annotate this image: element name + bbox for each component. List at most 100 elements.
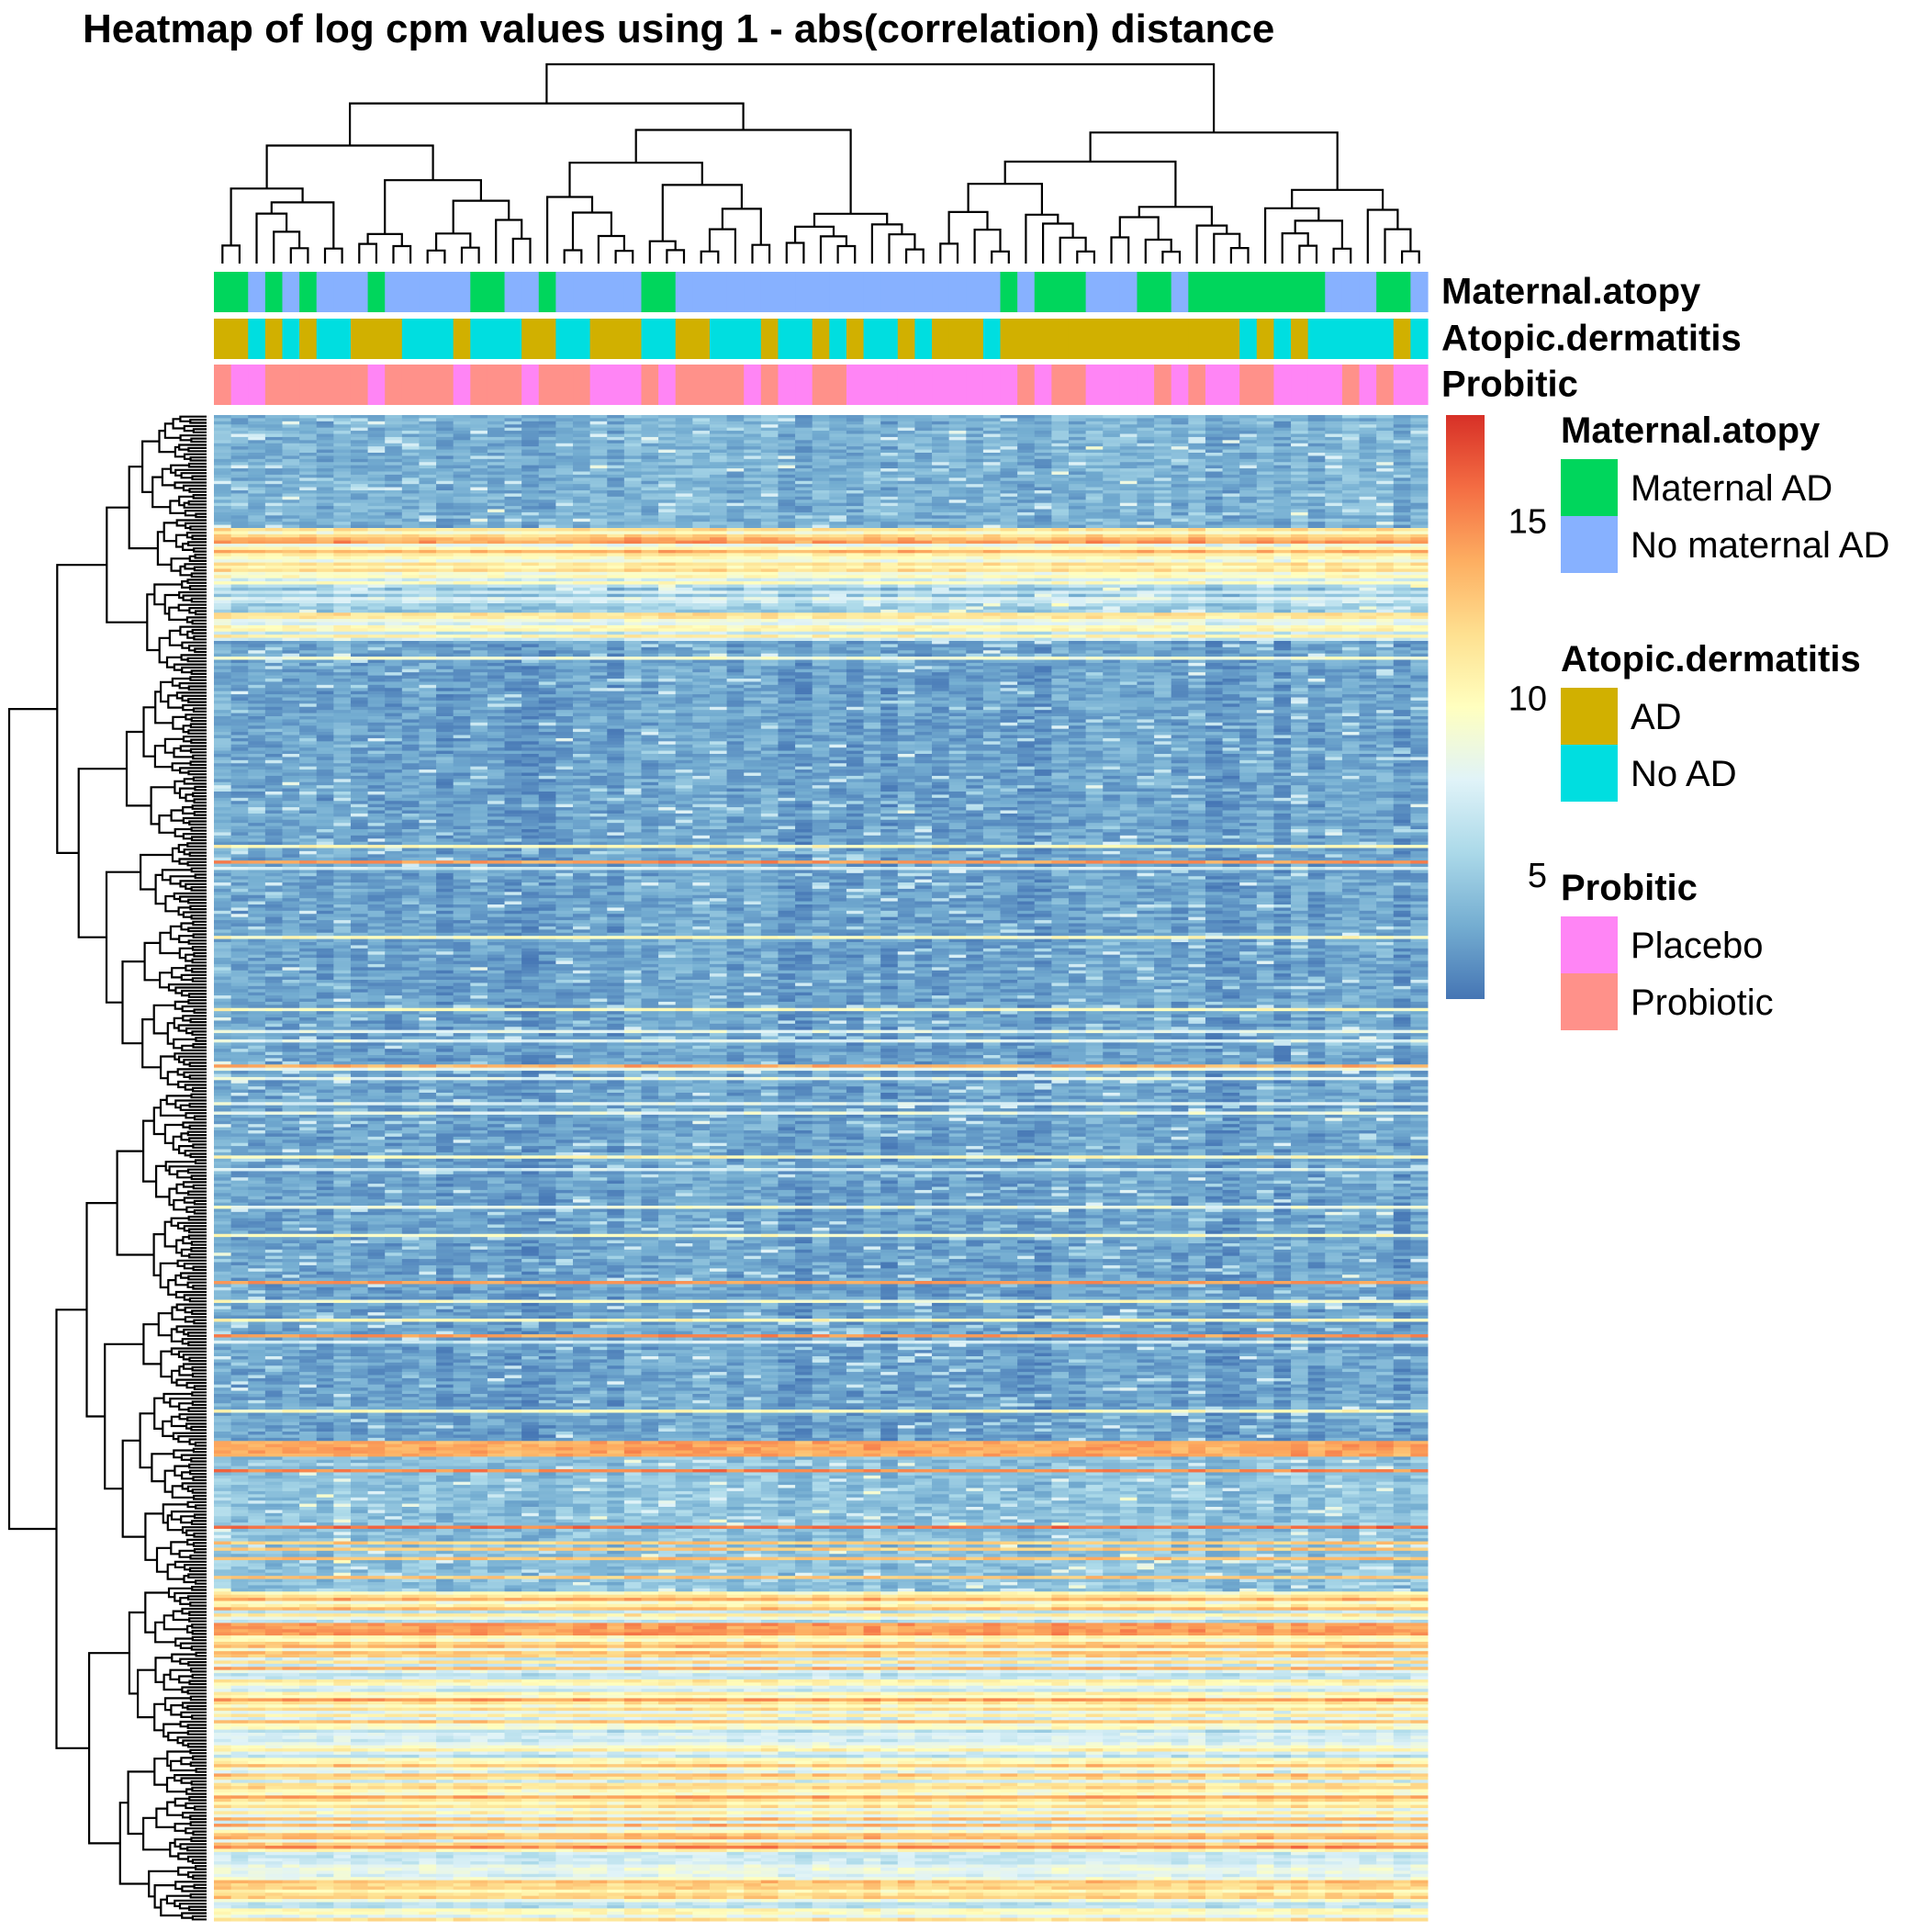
row-dendrogram-branch: [180, 1711, 207, 1718]
row-dendrogram-branch: [157, 1312, 173, 1337]
heatmap-cell: [1119, 427, 1138, 432]
heatmap-cell: [401, 496, 420, 500]
heatmap-cell: [230, 449, 249, 454]
heatmap-cell: [538, 593, 556, 598]
heatmap-cell: [470, 581, 488, 585]
heatmap-cell: [1068, 524, 1087, 529]
row-dendrogram-branch: [190, 1780, 207, 1786]
heatmap-cell: [709, 449, 728, 454]
heatmap-cell: [350, 549, 369, 554]
annotation-cell: [1359, 365, 1377, 405]
heatmap-cell: [1188, 449, 1206, 454]
heatmap-cell: [778, 427, 796, 432]
row-dendrogram-branch: [128, 1611, 146, 1695]
heatmap-cell: [982, 559, 1002, 564]
heatmap-cell: [1017, 480, 1036, 485]
heatmap-cell: [760, 518, 779, 522]
heatmap-cell: [1034, 587, 1052, 591]
heatmap-cell: [1017, 518, 1036, 522]
heatmap-cell: [760, 462, 779, 466]
heatmap-cell: [812, 540, 830, 545]
heatmap-cell: [264, 562, 283, 567]
heatmap-cell: [1239, 553, 1258, 557]
row-dendrogram-branch: [177, 1080, 207, 1089]
heatmap-cell: [914, 427, 933, 432]
heatmap-cell: [1068, 531, 1087, 535]
heatmap-cell: [760, 540, 779, 545]
heatmap-cell: [1222, 528, 1240, 532]
heatmap-cell: [863, 462, 881, 466]
heatmap-cell: [1000, 509, 1018, 513]
heatmap-cell: [914, 443, 933, 447]
heatmap-cell: [316, 436, 334, 441]
heatmap-cell: [299, 522, 318, 526]
heatmap-cell: [760, 593, 779, 598]
heatmap-cell: [453, 449, 471, 454]
heatmap-cell: [299, 540, 318, 545]
heatmap-cell: [282, 474, 300, 478]
heatmap-cell: [1205, 518, 1224, 522]
annotation-cell: [1410, 319, 1429, 359]
heatmap-cell: [897, 534, 915, 538]
heatmap-cell: [1376, 518, 1395, 522]
heatmap-cell: [436, 537, 454, 542]
heatmap-cell: [982, 418, 1002, 422]
heatmap-cell: [829, 433, 847, 438]
row-dendrogram-branch: [184, 1316, 207, 1323]
heatmap-cell: [1103, 587, 1121, 591]
row-dendrogram-branch: [178, 947, 193, 960]
heatmap-cell: [778, 487, 796, 491]
annotation-cell: [1239, 319, 1258, 359]
heatmap-cell: [1034, 453, 1052, 456]
row-dendrogram-branch: [180, 973, 207, 982]
heatmap-cell: [607, 433, 625, 438]
row-dendrogram-branch: [188, 1061, 207, 1068]
heatmap-cell: [1000, 575, 1018, 579]
heatmap-cell: [333, 511, 352, 516]
row-dendrogram-branch: [192, 792, 207, 798]
heatmap-cell: [248, 502, 266, 507]
heatmap-cell: [1376, 484, 1395, 489]
heatmap-cell: [1103, 584, 1121, 589]
heatmap-cell: [607, 518, 625, 522]
heatmap-cell: [589, 431, 608, 434]
heatmap-cell: [316, 531, 334, 535]
heatmap-cell: [1222, 534, 1240, 538]
heatmap-cell: [538, 424, 556, 429]
heatmap-cell: [623, 449, 642, 454]
heatmap-cell: [1291, 522, 1309, 526]
heatmap-cell: [264, 571, 283, 576]
heatmap-cell: [1393, 540, 1411, 545]
heatmap-cell: [692, 571, 711, 576]
heatmap-cell: [778, 522, 796, 526]
heatmap-cell: [504, 480, 522, 485]
annotation-cell: [521, 272, 540, 312]
heatmap-cell: [948, 531, 967, 535]
heatmap-cell: [1171, 465, 1189, 469]
heatmap-cell: [1068, 537, 1087, 542]
annotation-cell: [914, 272, 933, 312]
heatmap-cell: [812, 556, 830, 560]
heatmap-cell: [778, 509, 796, 513]
heatmap-cell: [1068, 587, 1087, 591]
annotation-cell: [744, 272, 762, 312]
heatmap-cell: [385, 556, 403, 560]
heatmap-cell: [419, 487, 437, 491]
annotation-cell: [744, 319, 762, 359]
heatmap-body: [214, 415, 1429, 1922]
heatmap-cell: [932, 493, 950, 498]
heatmap-cell: [1103, 500, 1121, 504]
annotation-cell: [641, 319, 659, 359]
heatmap-cell: [367, 524, 386, 529]
heatmap-cell: [1341, 449, 1361, 454]
row-dendrogram-branch: [188, 1228, 207, 1234]
heatmap-cell: [1325, 468, 1343, 472]
heatmap-cell: [760, 471, 779, 476]
heatmap-cell: [367, 455, 386, 460]
heatmap-cell: [1034, 584, 1052, 589]
annotation-cell: [914, 319, 933, 359]
heatmap-cell: [863, 509, 881, 513]
heatmap-cell: [1341, 518, 1361, 522]
heatmap-cell: [744, 449, 762, 454]
heatmap-cell: [658, 537, 677, 542]
